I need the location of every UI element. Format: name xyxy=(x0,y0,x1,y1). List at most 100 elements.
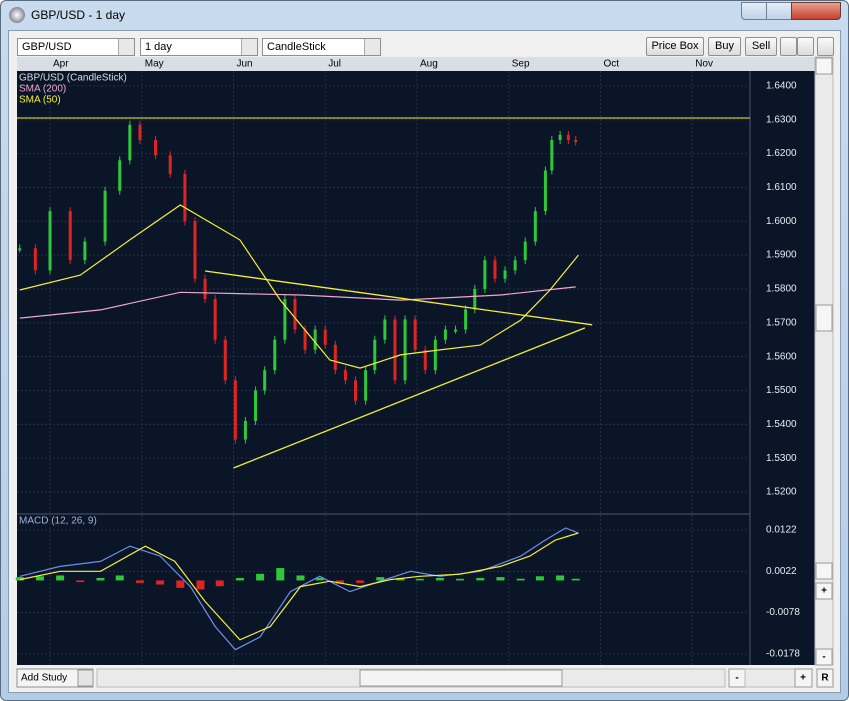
zoom-in-button[interactable] xyxy=(815,582,833,600)
histogram-bar xyxy=(15,577,24,581)
close-button[interactable] xyxy=(791,2,841,20)
zoom-out-button[interactable] xyxy=(815,648,833,666)
trend-line xyxy=(233,327,586,469)
y-tick-label: 1.6100 xyxy=(766,182,797,193)
candle xyxy=(483,260,487,289)
histogram-bar xyxy=(76,580,85,583)
candle xyxy=(303,329,307,350)
y-tick-label: 1.6000 xyxy=(766,216,797,227)
y-tick-label: 0.0022 xyxy=(766,566,797,577)
histogram-bar xyxy=(56,575,65,581)
h-scroll-thumb[interactable] xyxy=(359,669,563,687)
buy-button[interactable]: Buy xyxy=(708,37,741,56)
add-study-arrow[interactable] xyxy=(77,669,94,687)
candle xyxy=(243,420,247,440)
candle xyxy=(433,339,437,371)
zoom-track[interactable] xyxy=(744,668,796,688)
footer-zoom-in[interactable] xyxy=(794,668,813,688)
legend-entry: SMA (50) xyxy=(19,95,61,106)
price-box-button[interactable]: Price Box xyxy=(646,37,704,56)
x-tick-label: Oct xyxy=(603,59,619,70)
x-tick-label: Sep xyxy=(512,59,530,70)
y-tick-label: 1.5800 xyxy=(766,284,797,295)
macd-line xyxy=(19,532,579,641)
scroll-thumb[interactable] xyxy=(815,304,833,332)
dropdown-arrow xyxy=(241,39,257,55)
candle xyxy=(313,329,317,350)
candle xyxy=(273,339,277,371)
y-tick-label: 1.5200 xyxy=(766,487,797,498)
candle xyxy=(558,134,562,141)
candle xyxy=(493,260,497,279)
x-tick-label: Aug xyxy=(420,59,438,70)
histogram-bar xyxy=(276,568,285,581)
histogram-bar xyxy=(215,580,224,587)
candle xyxy=(473,288,477,310)
candle xyxy=(103,190,107,242)
reset-button[interactable] xyxy=(816,668,834,688)
y-tick-label: 1.5600 xyxy=(766,351,797,362)
x-tick-label: May xyxy=(145,59,164,70)
candle xyxy=(503,270,507,279)
candle xyxy=(18,248,22,251)
candle xyxy=(213,299,217,340)
candle xyxy=(454,329,458,332)
x-tick-label: Apr xyxy=(53,59,69,70)
candle xyxy=(373,339,377,371)
candle xyxy=(423,349,427,371)
histogram-bar xyxy=(335,580,344,584)
histogram-bar xyxy=(556,575,565,581)
candle xyxy=(168,155,172,174)
interval-select[interactable]: 1 day xyxy=(140,38,258,56)
histogram-bar xyxy=(156,580,165,585)
y-tick-label: -0.0078 xyxy=(766,607,800,618)
app-icon xyxy=(9,7,25,23)
candle xyxy=(254,390,258,421)
candle xyxy=(354,380,358,401)
interval: 1 day xyxy=(145,41,172,53)
y-tick-label: 1.5500 xyxy=(766,385,797,396)
histogram-bar xyxy=(96,577,105,581)
candle xyxy=(413,319,417,350)
candle xyxy=(566,134,570,141)
candle xyxy=(118,160,122,191)
histogram-bar xyxy=(35,576,44,581)
candle xyxy=(83,241,87,261)
y-tick-label: 1.6300 xyxy=(766,114,797,125)
scroll-down[interactable] xyxy=(815,562,833,580)
candle xyxy=(193,221,197,279)
candle xyxy=(263,370,267,391)
style-select[interactable]: CandleStick xyxy=(262,38,381,56)
candle xyxy=(543,170,547,212)
zoom-in-label: + xyxy=(821,586,827,597)
candle xyxy=(574,140,578,143)
x-tick-label: Nov xyxy=(695,59,713,70)
x-tick-label: Jul xyxy=(328,59,341,70)
y-tick-label: -0.0178 xyxy=(766,649,800,660)
sell-button[interactable]: Sell xyxy=(745,37,777,56)
candle xyxy=(128,124,132,161)
histogram-bar xyxy=(135,580,144,583)
histogram-bar xyxy=(196,580,205,590)
candle xyxy=(68,211,72,261)
histogram-bar xyxy=(356,580,365,583)
window-title: GBP/USD - 1 day xyxy=(31,8,126,22)
legend-entry: SMA (200) xyxy=(19,84,66,95)
histogram-bar xyxy=(535,576,544,581)
draw-line-button[interactable] xyxy=(797,37,814,56)
y-tick-label: 1.6400 xyxy=(766,81,797,92)
candle xyxy=(183,173,187,222)
candle xyxy=(464,309,468,330)
reset-label: R xyxy=(821,673,829,684)
histogram-bar xyxy=(115,575,124,581)
candle xyxy=(333,344,337,371)
candle xyxy=(403,319,407,381)
scroll-up[interactable] xyxy=(815,57,833,75)
y-tick-label: 1.5400 xyxy=(766,419,797,430)
bars-tool-button[interactable] xyxy=(780,37,797,56)
detach-button[interactable] xyxy=(817,37,834,56)
histogram-bar xyxy=(396,577,405,581)
symbol-select[interactable]: GBP/USD xyxy=(17,38,135,56)
y-tick-label: 1.5700 xyxy=(766,317,797,328)
